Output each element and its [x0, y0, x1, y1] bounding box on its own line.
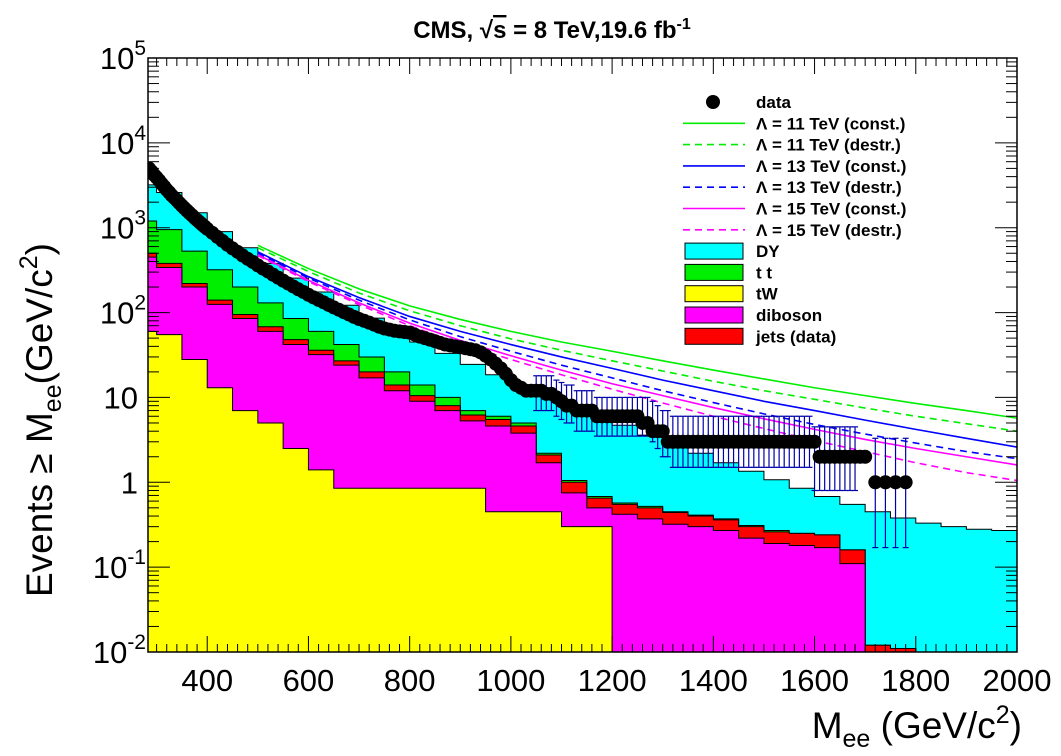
legend-label: Λ = 15 TeV (destr.)	[756, 221, 902, 240]
y-tick-label: 102	[100, 292, 146, 331]
legend-label: Λ = 11 TeV (destr.)	[756, 136, 901, 155]
y-tick-label: 1	[121, 465, 138, 500]
legend-label: jets (data)	[755, 327, 836, 346]
y-tick-label: 10	[104, 380, 138, 415]
legend-swatch	[684, 327, 744, 345]
legend-label: Λ = 13 TeV (destr.)	[756, 178, 902, 197]
x-tick-label: 1800	[881, 663, 950, 698]
x-tick-label: 800	[384, 663, 436, 698]
legend-label: Λ = 15 TeV (const.)	[756, 200, 906, 219]
x-tick-label: 400	[181, 663, 233, 698]
signal-line-4	[257, 254, 1017, 466]
signal-line-0	[257, 244, 1017, 419]
x-tick-label: 1000	[476, 663, 545, 698]
legend-swatch	[684, 242, 744, 260]
x-tick-label: 1600	[780, 663, 849, 698]
legend-marker	[706, 95, 720, 109]
data-point	[655, 424, 670, 439]
y-tick-label: 103	[100, 207, 146, 246]
plot-content	[148, 161, 1017, 652]
data-point	[858, 449, 873, 464]
x-tick-label: 1200	[578, 663, 647, 698]
legend-swatch	[684, 263, 744, 281]
y-tick-label: 10-2	[93, 631, 146, 670]
plot-frame	[147, 57, 1018, 653]
y-axis-label: Events ≥ Mee(GeV/c2)	[15, 243, 67, 597]
legend-label: DY	[756, 242, 780, 261]
legend-label: t t	[756, 263, 772, 282]
data-point	[878, 475, 893, 490]
legend-label: data	[756, 93, 792, 112]
data-point	[807, 434, 822, 449]
y-tick-label: 105	[100, 37, 146, 76]
stack-tw	[148, 330, 1017, 652]
x-tick-label: 600	[283, 663, 335, 698]
data-point	[898, 475, 913, 490]
data-point	[868, 475, 883, 490]
legend-label: diboson	[756, 306, 822, 325]
x-tick-label: 1400	[679, 663, 748, 698]
signal-line-3	[257, 252, 1017, 460]
y-tick-labels: 10-2 10-1 1 10 102 103 104 105	[93, 37, 146, 670]
legend-label: Λ = 11 TeV (const.)	[756, 114, 905, 133]
axis-ticks	[148, 57, 1018, 653]
signal-line-1	[257, 247, 1017, 432]
legend-label: Λ = 13 TeV (const.)	[756, 157, 906, 176]
legend-swatch	[684, 285, 744, 303]
legend-swatch	[684, 306, 744, 324]
x-tick-label: 2000	[983, 663, 1052, 698]
data-point	[888, 475, 903, 490]
legend-label: tW	[756, 285, 779, 304]
legend: data Λ = 11 TeV (const.) Λ = 11 TeV (destr…	[683, 93, 906, 346]
y-tick-label: 104	[100, 122, 146, 161]
signal-line-2	[257, 251, 1017, 448]
chart-title: CMS, √s = 8 TeV,19.6 fb-1	[413, 16, 691, 44]
x-tick-labels: 400 600 800 1000 1200 1400 1600 1800 2000	[181, 663, 1051, 698]
y-tick-label: 10-1	[93, 546, 146, 585]
signal-line-5	[257, 254, 1017, 482]
x-axis-label: Mee (GeV/c2)	[812, 701, 1022, 753]
